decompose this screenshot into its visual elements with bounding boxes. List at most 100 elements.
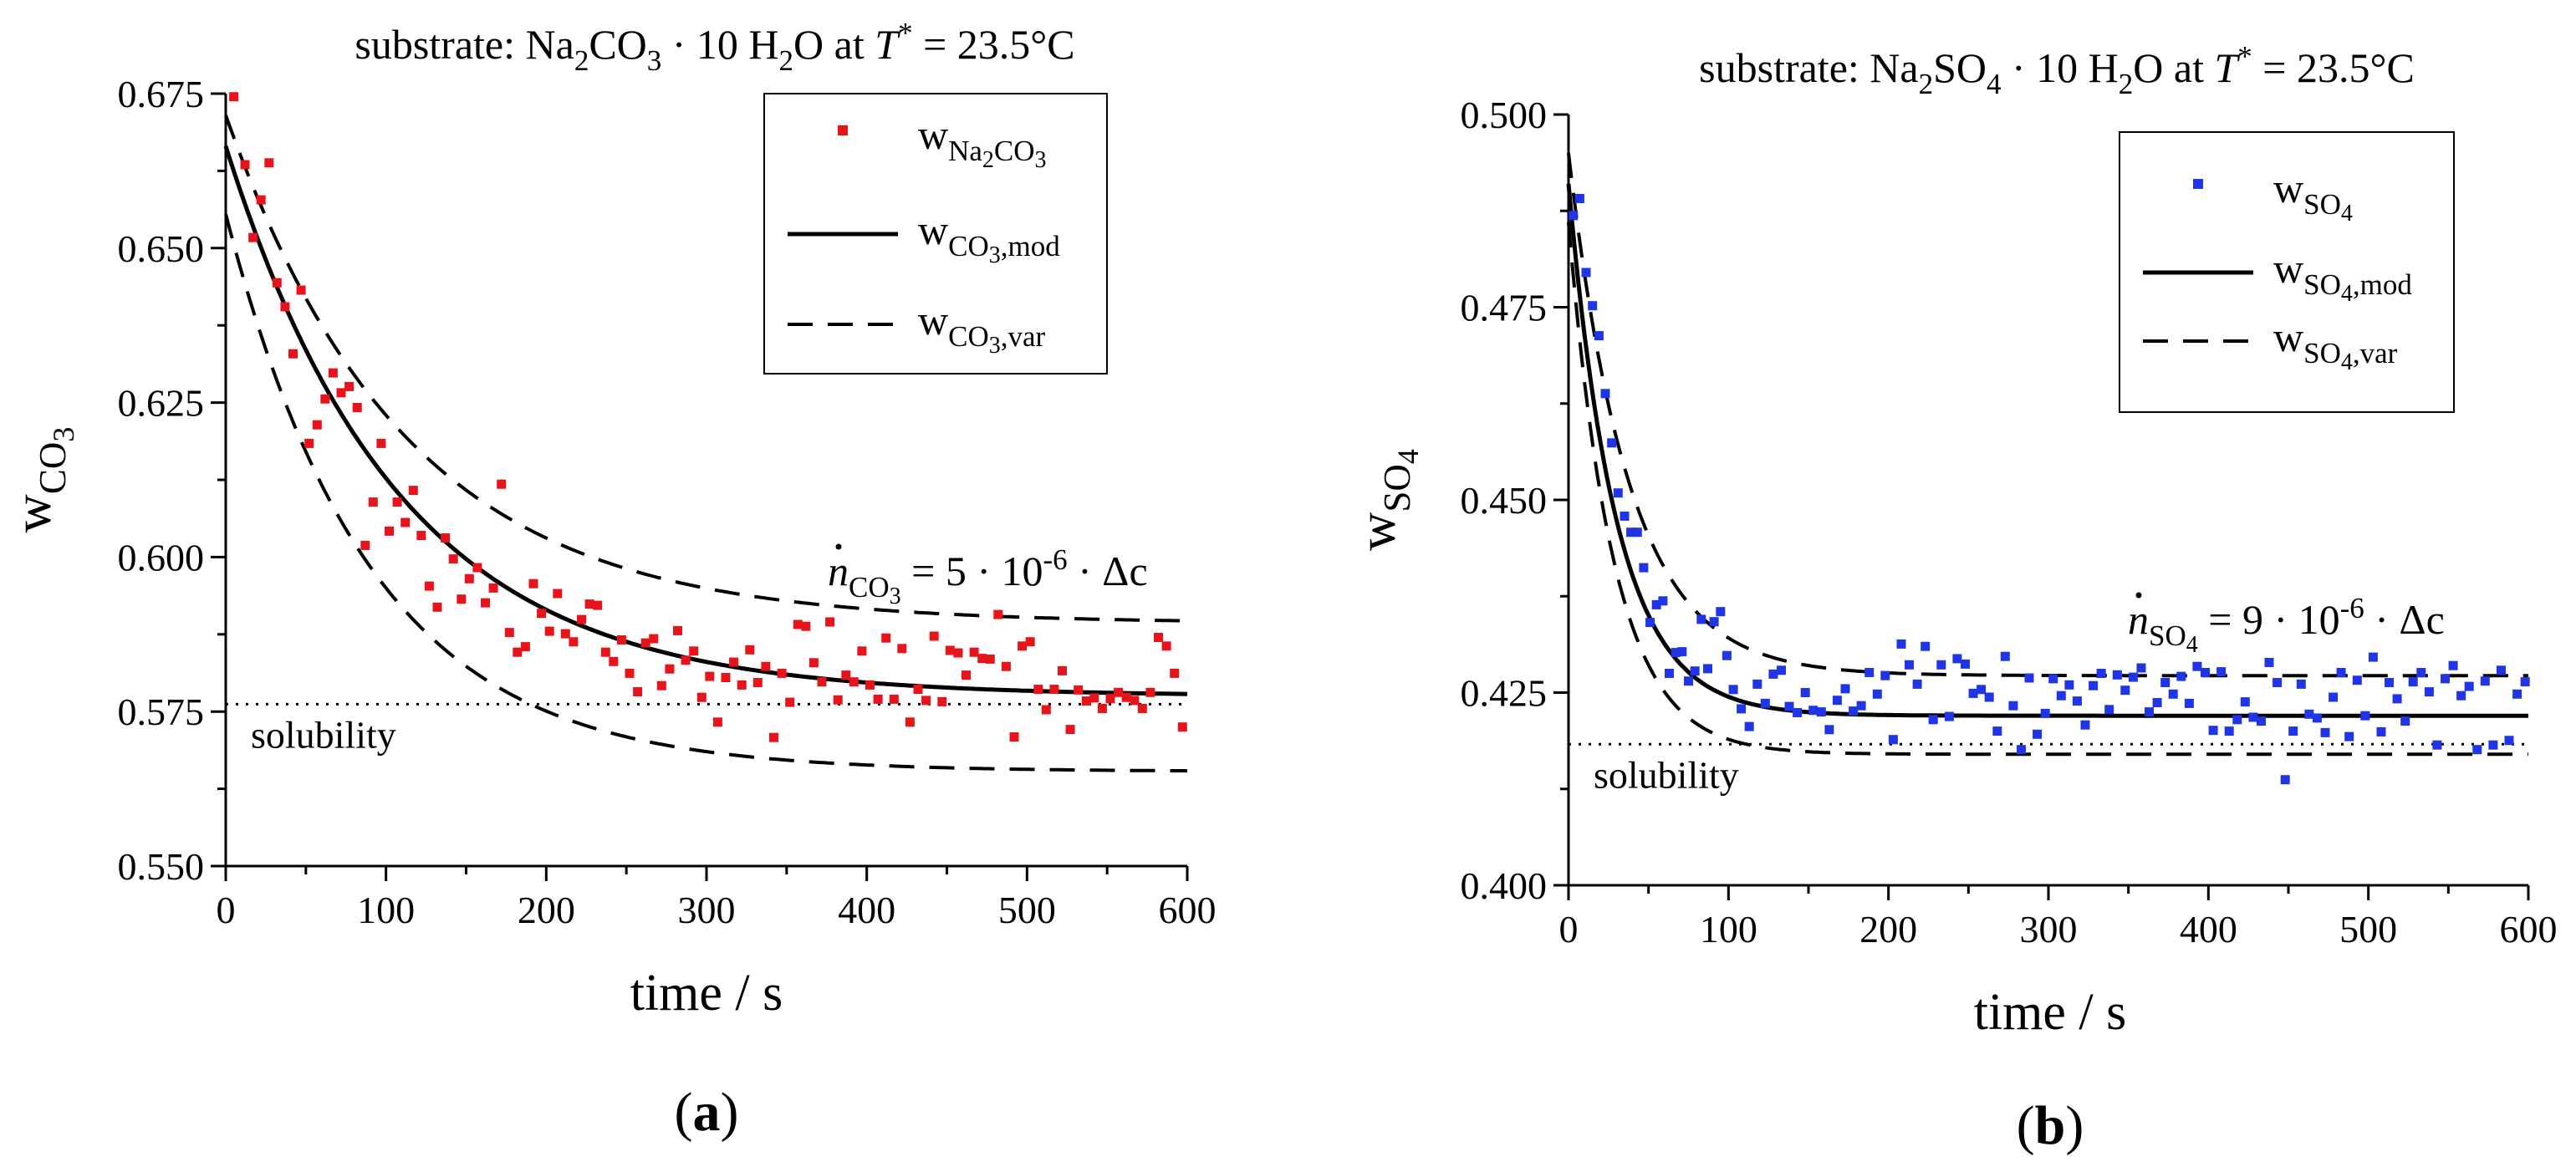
data-point: [2408, 677, 2418, 687]
x-tick-label: 300: [2020, 908, 2078, 950]
panel-label-open: (: [675, 1082, 693, 1143]
data-point: [1977, 685, 1987, 695]
data-point: [929, 631, 939, 641]
legend-marker: [838, 125, 848, 135]
y-tick-label: 0.475: [1461, 287, 1548, 329]
data-point: [2184, 698, 2194, 708]
data-point: [1944, 711, 1954, 721]
data-point: [665, 664, 675, 674]
data-point: [769, 732, 778, 742]
data-point: [2240, 697, 2250, 707]
data-point: [280, 302, 290, 312]
chart-title-part: · 10 H: [2002, 44, 2119, 91]
data-point: [1905, 660, 1914, 670]
chart-title: substrate: Na2SO4 · 10 H2O at T* = 23.5°…: [1699, 40, 2415, 100]
x-tick-label: 0: [1559, 908, 1579, 950]
legend-marker: [2193, 179, 2203, 189]
rate-annotation-part: · Δc: [2364, 596, 2445, 643]
data-point: [432, 602, 442, 612]
data-point: [1018, 641, 1028, 651]
data-point: [229, 92, 239, 102]
data-point: [385, 526, 394, 536]
data-point: [593, 600, 603, 610]
data-point: [537, 609, 547, 619]
data-point: [320, 394, 330, 404]
data-point: [2456, 691, 2466, 701]
chart-title-part: 4: [1987, 68, 2002, 100]
data-point: [729, 657, 739, 667]
data-point: [1569, 211, 1579, 221]
data-point: [488, 583, 498, 593]
data-point: [457, 594, 467, 604]
data-point: [2033, 729, 2043, 739]
legend-label-part: 4: [2341, 349, 2353, 375]
data-point: [1588, 301, 1598, 311]
legend-label-part: 3: [989, 333, 1001, 359]
data-point: [1097, 704, 1107, 713]
y-tick-label: 0.625: [118, 382, 205, 425]
chart-title-part: 2: [2119, 68, 2134, 100]
data-point: [1665, 669, 1674, 678]
data-point: [2472, 745, 2482, 755]
data-point: [793, 619, 803, 629]
data-point: [1684, 676, 1693, 686]
data-point: [1921, 641, 1931, 651]
data-point: [344, 381, 355, 391]
data-point: [1645, 618, 1655, 628]
legend-label-part: ,var: [2353, 337, 2398, 369]
data-point: [2448, 660, 2458, 670]
legend-label-part: 3: [1035, 147, 1047, 173]
y-tick-label: 0.575: [118, 691, 205, 733]
legend-label: wSO4: [2273, 165, 2353, 227]
data-point: [1620, 511, 1630, 521]
data-point: [2120, 685, 2130, 696]
solubility-label: solubility: [1594, 753, 1739, 796]
data-point: [504, 628, 514, 638]
y-axis-label-text-part: w: [1347, 512, 1406, 551]
data-point: [745, 645, 755, 655]
data-point: [1784, 701, 1794, 711]
data-point: [1808, 706, 1819, 716]
data-point: [2008, 701, 2018, 711]
chart-panel-b: 0 100 200 300 400 500 600 0.400 0.425 0.450 0.475 0…: [1347, 40, 2558, 1156]
data-point: [897, 644, 907, 654]
legend-label-part: CO: [948, 320, 989, 353]
data-point: [649, 634, 659, 644]
y-axis-label-text-part: CO: [32, 442, 74, 495]
data-point: [312, 420, 322, 430]
legend-label-part: w: [918, 111, 948, 158]
chart-title-part: T: [2214, 44, 2240, 91]
data-point: [1716, 607, 1726, 617]
data-point: [1001, 661, 1011, 671]
data-point: [2096, 669, 2106, 678]
data-point: [2512, 689, 2522, 699]
data-point: [2017, 745, 2026, 755]
data-point: [1800, 688, 1810, 697]
data-point: [400, 517, 411, 527]
data-point: [2024, 673, 2034, 683]
data-point: [1105, 694, 1115, 704]
data-point: [296, 285, 306, 295]
upper-bound-curve: [1567, 152, 2528, 678]
data-point: [2136, 663, 2146, 673]
data-point: [1896, 639, 1906, 649]
data-point: [2040, 708, 2050, 718]
data-point: [681, 655, 691, 665]
legend-label: wSO4,mod: [2273, 245, 2412, 307]
data-point: [833, 695, 843, 705]
data-point: [1025, 637, 1035, 647]
data-point: [2248, 712, 2258, 722]
data-point: [1888, 735, 1898, 745]
data-point: [945, 645, 955, 655]
y-tick-label: 0.650: [118, 227, 205, 270]
panel-label-close: ): [2065, 1095, 2084, 1156]
chart-title-part: *: [2237, 40, 2252, 73]
x-tick-label: 100: [357, 889, 415, 931]
legend-label-part: w: [918, 206, 948, 253]
data-point: [424, 581, 434, 591]
data-point: [1671, 648, 1681, 658]
legend-label-part: ,mod: [2353, 268, 2412, 301]
chart-title-part: 3: [647, 44, 662, 77]
data-point: [264, 158, 274, 168]
data-point: [873, 694, 883, 704]
